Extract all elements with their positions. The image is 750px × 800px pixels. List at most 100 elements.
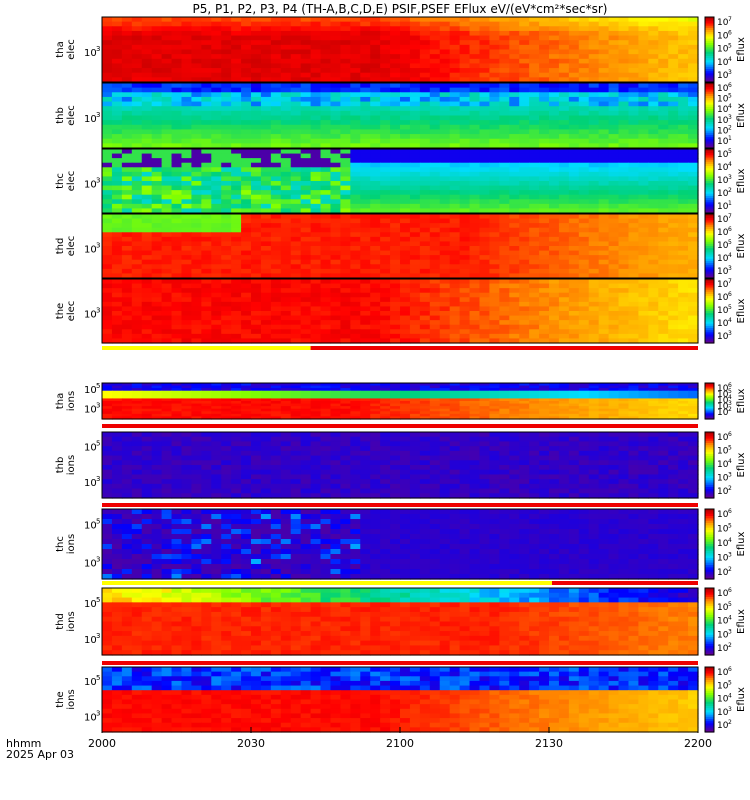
heatmap-cell [499, 129, 510, 135]
heatmap-cell [191, 181, 202, 187]
heatmap-cell [141, 259, 153, 265]
heatmap-cell [111, 306, 123, 312]
heatmap-cell [539, 283, 550, 289]
heatmap-cell [598, 236, 610, 243]
heatmap-cell [320, 223, 332, 229]
heatmap-cell [251, 92, 262, 98]
heatmap-cell [668, 101, 679, 107]
heatmap-cell [618, 54, 630, 60]
heatmap-cell [439, 35, 451, 41]
heatmap-cell [489, 35, 500, 41]
heatmap-cell [489, 279, 500, 285]
heatmap-cell [628, 273, 639, 279]
heatmap-cell [131, 129, 143, 135]
heatmap-cell [489, 203, 500, 210]
heatmap-cell [370, 273, 381, 279]
heatmap-cell [181, 92, 192, 98]
heatmap-cell [608, 176, 620, 182]
heatmap-cell [539, 306, 550, 312]
heatmap-cell [638, 306, 649, 312]
heatmap-cell [102, 106, 113, 112]
heatmap-cell [221, 232, 232, 238]
heatmap-cell [380, 143, 391, 149]
heatmap-cell [549, 283, 560, 289]
heatmap-cell [459, 315, 471, 321]
heatmap-cell [668, 393, 679, 397]
heatmap-cell [221, 388, 232, 392]
heatmap-cell [320, 324, 332, 330]
heatmap-cell [648, 214, 659, 220]
heatmap-cell [409, 143, 421, 149]
heatmap-cell [102, 68, 113, 74]
heatmap-cell [688, 218, 699, 224]
heatmap-cell [449, 255, 461, 261]
heatmap-cell [449, 241, 461, 247]
heatmap-cell [539, 203, 550, 210]
heatmap-cell [628, 58, 639, 65]
heatmap-cell [479, 320, 490, 326]
heatmap-cell [290, 283, 302, 289]
colorbar-tick-exponent: 5 [728, 43, 732, 50]
heatmap-cell [320, 190, 332, 196]
heatmap-cell [231, 329, 242, 335]
heatmap-cell [280, 110, 292, 117]
heatmap-cell [330, 40, 341, 46]
heatmap-cell [578, 63, 590, 69]
heatmap-cell [558, 83, 570, 89]
heatmap-cell [449, 292, 461, 298]
heatmap-cell [658, 110, 669, 117]
heatmap-cell [181, 306, 192, 312]
heatmap-cell [608, 329, 620, 335]
heatmap-cell [558, 58, 570, 65]
heatmap-cell [251, 338, 262, 344]
heatmap-cell [479, 223, 490, 229]
heatmap-cell [280, 35, 292, 41]
heatmap-cell [459, 134, 471, 140]
heatmap-cell [340, 185, 351, 191]
heatmap-cell [121, 124, 133, 131]
heatmap-cell [251, 158, 262, 164]
heatmap-cell [400, 26, 411, 32]
heatmap-cell [678, 44, 689, 51]
heatmap-cell [141, 301, 153, 308]
heatmap-cell [330, 250, 341, 256]
heatmap-cell [141, 203, 153, 210]
heatmap-cell [251, 124, 262, 131]
heatmap-cell [449, 96, 461, 103]
heatmap-cell [201, 236, 212, 243]
heatmap-cell [598, 338, 610, 344]
heatmap-cell [479, 17, 490, 23]
heatmap-cell [558, 106, 570, 112]
heatmap-cell [141, 383, 153, 387]
heatmap-cell [102, 87, 113, 93]
heatmap-cell [668, 120, 679, 126]
heatmap-cell [102, 185, 113, 191]
colorbar-step [705, 317, 714, 321]
heatmap-cell [310, 158, 322, 164]
heatmap-cell [191, 324, 202, 330]
heatmap-cell [519, 30, 530, 37]
heatmap-cell [568, 301, 580, 308]
heatmap-cell [171, 306, 183, 312]
heatmap-cell [290, 134, 302, 140]
heatmap-cell [658, 143, 669, 149]
heatmap-cell [529, 315, 540, 321]
heatmap-cell [131, 153, 143, 159]
heatmap-cell [519, 223, 530, 229]
heatmap-cell [459, 383, 471, 387]
heatmap-cell [419, 292, 431, 298]
heatmap-cell [598, 264, 610, 270]
heatmap-cell [231, 83, 242, 89]
heatmap-cell [578, 255, 590, 261]
heatmap-cell [429, 283, 441, 289]
heatmap-cell [221, 54, 232, 60]
heatmap-cell [479, 236, 490, 243]
heatmap-cell [648, 115, 659, 121]
heatmap-cell [648, 241, 659, 247]
heatmap-cell [131, 199, 143, 205]
heatmap-cell [161, 223, 173, 229]
heatmap-cell [429, 129, 441, 135]
heatmap-cell [419, 268, 431, 275]
heatmap-cell [360, 329, 371, 335]
heatmap-cell [211, 297, 222, 303]
